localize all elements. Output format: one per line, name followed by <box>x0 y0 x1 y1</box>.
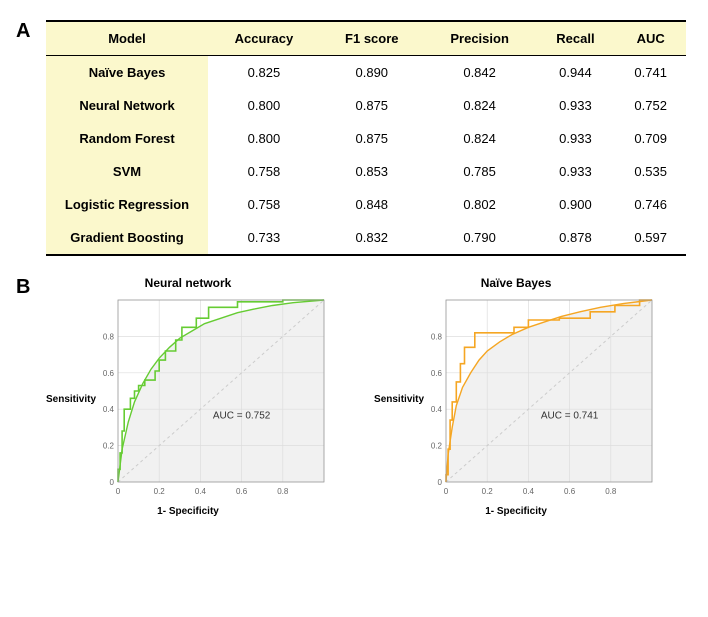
panel-a-label: A <box>16 20 30 43</box>
cell-model: SVM <box>46 155 208 188</box>
xtick-label: 0.4 <box>523 487 535 496</box>
ytick-label: 0.2 <box>103 442 115 451</box>
cell-precision: 0.824 <box>424 89 536 122</box>
roc-svg: 00 0.2 0.2 0.4 0.4 0.6 0.6 0.8 0.8 AUC = 0.741 <box>428 294 658 504</box>
table-row: SVM0.7580.8530.7850.9330.535 <box>46 155 686 188</box>
cell-model: Neural Network <box>46 89 208 122</box>
table-row: Naïve Bayes0.8250.8900.8420.9440.741 <box>46 56 686 90</box>
col-accuracy: Accuracy <box>208 21 320 56</box>
table-row: Random Forest0.8000.8750.8240.9330.709 <box>46 122 686 155</box>
cell-accuracy: 0.800 <box>208 89 320 122</box>
ytick-label: 0 <box>438 478 443 487</box>
xtick-label: 0.6 <box>236 487 248 496</box>
xtick-label: 0 <box>116 487 121 496</box>
cell-f1: 0.848 <box>320 188 424 221</box>
cell-auc: 0.709 <box>615 122 686 155</box>
roc-title: Naïve Bayes <box>481 276 552 290</box>
cell-accuracy: 0.800 <box>208 122 320 155</box>
col-model: Model <box>46 21 208 56</box>
col-auc: AUC <box>615 21 686 56</box>
cell-precision: 0.842 <box>424 56 536 90</box>
auc-label: AUC = 0.741 <box>541 410 599 421</box>
cell-recall: 0.933 <box>536 155 616 188</box>
roc-xlabel: 1- Specificity <box>157 506 219 517</box>
cell-auc: 0.741 <box>615 56 686 90</box>
ytick-label: 0.8 <box>103 332 115 341</box>
cell-f1: 0.875 <box>320 89 424 122</box>
ytick-label: 0.4 <box>103 405 115 414</box>
cell-auc: 0.752 <box>615 89 686 122</box>
table-row: Neural Network0.8000.8750.8240.9330.752 <box>46 89 686 122</box>
ytick-label: 0.8 <box>431 332 443 341</box>
xtick-label: 0.2 <box>482 487 494 496</box>
table-row: Gradient Boosting0.7330.8320.7900.8780.5… <box>46 221 686 255</box>
xtick-label: 0 <box>444 487 449 496</box>
cell-model: Random Forest <box>46 122 208 155</box>
metrics-table: Model Accuracy F1 score Precision Recall… <box>46 20 686 256</box>
cell-recall: 0.878 <box>536 221 616 255</box>
ytick-label: 0.4 <box>431 405 443 414</box>
roc-xlabel: 1- Specificity <box>485 506 547 517</box>
xtick-label: 0.4 <box>195 487 207 496</box>
ytick-label: 0.6 <box>431 369 443 378</box>
cell-f1: 0.853 <box>320 155 424 188</box>
cell-precision: 0.802 <box>424 188 536 221</box>
panel-b-label: B <box>16 276 30 299</box>
cell-f1: 0.875 <box>320 122 424 155</box>
cell-auc: 0.746 <box>615 188 686 221</box>
cell-accuracy: 0.758 <box>208 155 320 188</box>
cell-model: Logistic Regression <box>46 188 208 221</box>
roc-title: Neural network <box>145 276 232 290</box>
cell-recall: 0.933 <box>536 122 616 155</box>
col-f1: F1 score <box>320 21 424 56</box>
metrics-table-wrap: Model Accuracy F1 score Precision Recall… <box>46 20 688 256</box>
cell-auc: 0.535 <box>615 155 686 188</box>
cell-accuracy: 0.758 <box>208 188 320 221</box>
roc-chart: Naïve BayesSensitivity000.20.20.40.40.60… <box>374 276 658 517</box>
roc-area <box>118 300 324 482</box>
col-precision: Precision <box>424 21 536 56</box>
cell-f1: 0.832 <box>320 221 424 255</box>
cell-recall: 0.944 <box>536 56 616 90</box>
cell-recall: 0.900 <box>536 188 616 221</box>
xtick-label: 0.8 <box>605 487 617 496</box>
ytick-label: 0 <box>110 478 115 487</box>
auc-label: AUC = 0.752 <box>213 410 271 421</box>
cell-recall: 0.933 <box>536 89 616 122</box>
cell-model: Gradient Boosting <box>46 221 208 255</box>
cell-accuracy: 0.825 <box>208 56 320 90</box>
table-row: Logistic Regression0.7580.8480.8020.9000… <box>46 188 686 221</box>
cell-precision: 0.790 <box>424 221 536 255</box>
cell-precision: 0.785 <box>424 155 536 188</box>
roc-svg: 00 0.2 0.2 0.4 0.4 0.6 0.6 0.8 0.8 AUC = 0.752 <box>100 294 330 504</box>
cell-accuracy: 0.733 <box>208 221 320 255</box>
cell-precision: 0.824 <box>424 122 536 155</box>
cell-auc: 0.597 <box>615 221 686 255</box>
col-recall: Recall <box>536 21 616 56</box>
table-header-row: Model Accuracy F1 score Precision Recall… <box>46 21 686 56</box>
ytick-label: 0.6 <box>103 369 115 378</box>
roc-area <box>446 300 652 482</box>
cell-model: Naïve Bayes <box>46 56 208 90</box>
cell-f1: 0.890 <box>320 56 424 90</box>
xtick-label: 0.8 <box>277 487 289 496</box>
roc-chart: Neural networkSensitivity000.20.20.40.40… <box>46 276 330 517</box>
ytick-label: 0.2 <box>431 442 443 451</box>
xtick-label: 0.2 <box>154 487 166 496</box>
roc-ylabel: Sensitivity <box>374 394 424 405</box>
roc-ylabel: Sensitivity <box>46 394 96 405</box>
xtick-label: 0.6 <box>564 487 576 496</box>
